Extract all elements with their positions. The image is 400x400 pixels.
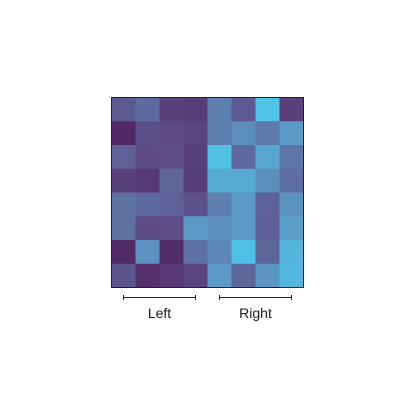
heatmap-cell-r3-c1 [135,168,160,193]
heatmap-cell-r3-c6 [255,168,280,193]
heatmap-cell-r4-c0 [111,192,136,217]
heatmap-cell-r0-c3 [183,97,208,122]
heatmap-cell-r6-c4 [207,240,232,265]
heatmap-cell-r0-c1 [135,97,160,122]
heatmap-cell-r7-c1 [135,263,160,288]
heatmap-cell-r0-c7 [279,97,304,122]
heatmap-cell-r4-c5 [231,192,256,217]
heatmap-cell-r7-c0 [111,263,136,288]
heatmap-cell-r2-c2 [159,145,184,170]
heatmap-cell-r2-c1 [135,145,160,170]
heatmap-cell-r3-c5 [231,168,256,193]
column-groups: Left Right [123,295,292,321]
heatmap-cell-r1-c4 [207,121,232,146]
heatmap-cell-r6-c3 [183,240,208,265]
heatmap-cell-r3-c0 [111,168,136,193]
heatmap-cell-r4-c3 [183,192,208,217]
heatmap-cell-r7-c5 [231,263,256,288]
heatmap-cell-r6-c6 [255,240,280,265]
heatmap-cell-r7-c2 [159,263,184,288]
heatmap-cell-r1-c0 [111,121,136,146]
heatmap-cell-r5-c0 [111,216,136,241]
heatmap-cell-r1-c1 [135,121,160,146]
heatmap-cell-r5-c6 [255,216,280,241]
column-group-0: Left [123,295,196,321]
heatmap-cell-r2-c5 [231,145,256,170]
heatmap-cell-r7-c3 [183,263,208,288]
heatmap-cell-r5-c5 [231,216,256,241]
heatmap-cell-r2-c4 [207,145,232,170]
heatmap-cell-r1-c2 [159,121,184,146]
heatmap-cell-r0-c5 [231,97,256,122]
heatmap-cell-r3-c7 [279,168,304,193]
heatmap-cell-r0-c0 [111,97,136,122]
heatmap-cell-r1-c3 [183,121,208,146]
heatmap-cells [111,97,304,288]
heatmap-cell-r3-c2 [159,168,184,193]
heatmap-cell-r4-c6 [255,192,280,217]
heatmap-cell-r0-c2 [159,97,184,122]
heatmap-cell-r5-c2 [159,216,184,241]
heatmap-cell-r0-c4 [207,97,232,122]
heatmap-frame [111,97,304,288]
heatmap-cell-r2-c3 [183,145,208,170]
heatmap-cell-r4-c1 [135,192,160,217]
heatmap-cell-r2-c0 [111,145,136,170]
heatmap-cell-r3-c3 [183,168,208,193]
heatmap-cell-r5-c7 [279,216,304,241]
heatmap-cell-r7-c4 [207,263,232,288]
heatmap-cell-r4-c7 [279,192,304,217]
group-bracket [219,295,292,300]
heatmap-cell-r2-c6 [255,145,280,170]
heatmap-cell-r1-c5 [231,121,256,146]
heatmap-cell-r6-c1 [135,240,160,265]
group-label: Right [239,305,272,321]
column-group-1: Right [219,295,292,321]
heatmap-cell-r0-c6 [255,97,280,122]
heatmap-cell-r1-c6 [255,121,280,146]
group-bracket [123,295,196,300]
group-label: Left [148,305,171,321]
heatmap-cell-r5-c1 [135,216,160,241]
heatmap-cell-r5-c3 [183,216,208,241]
heatmap-cell-r6-c5 [231,240,256,265]
heatmap-cell-r3-c4 [207,168,232,193]
heatmap-cell-r4-c4 [207,192,232,217]
heatmap-cell-r1-c7 [279,121,304,146]
heatmap-cell-r7-c6 [255,263,280,288]
heatmap-cell-r2-c7 [279,145,304,170]
heatmap-cell-r7-c7 [279,263,304,288]
heatmap-cell-r4-c2 [159,192,184,217]
heatmap-cell-r6-c0 [111,240,136,265]
heatmap-cell-r5-c4 [207,216,232,241]
heatmap-cell-r6-c7 [279,240,304,265]
heatmap-cell-r6-c2 [159,240,184,265]
